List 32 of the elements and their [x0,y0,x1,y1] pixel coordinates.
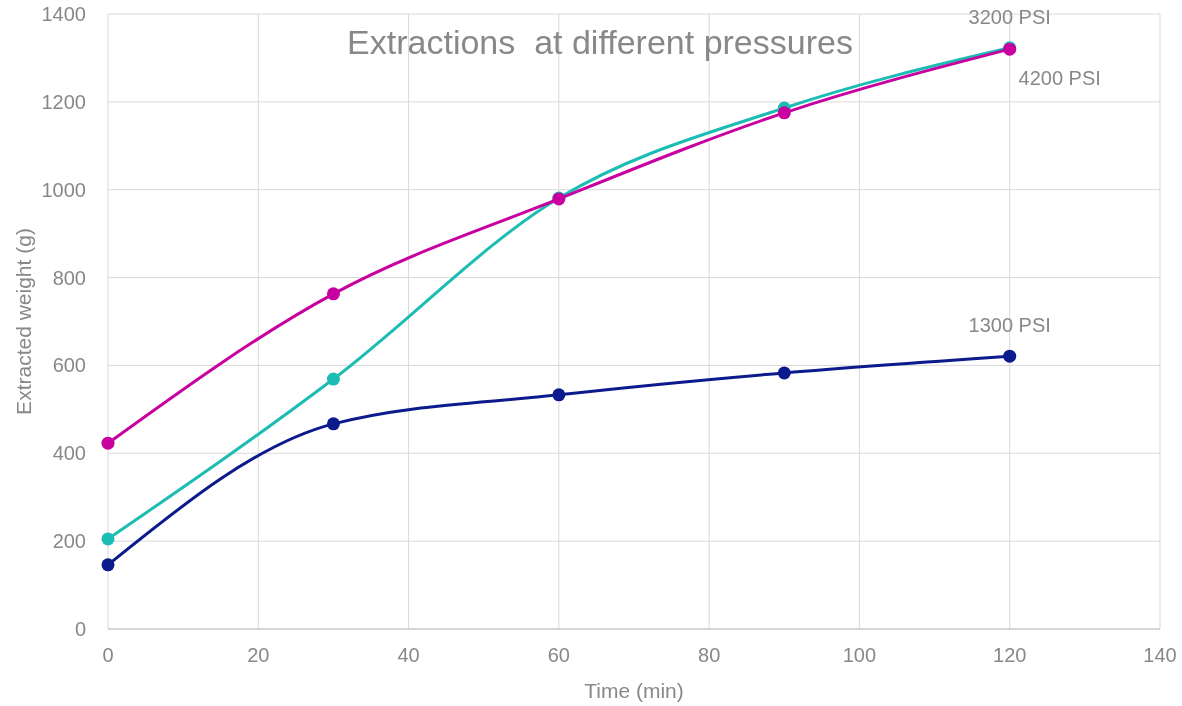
y-tick-label: 0 [74,618,86,640]
point [101,532,115,546]
x-tick-label: 140 [1143,644,1177,666]
y-tick-label: 600 [52,354,86,377]
x-tick-label: 60 [547,644,570,666]
point [326,287,340,301]
y-tick-label: 200 [52,530,86,553]
y-tick-label: 800 [52,266,86,289]
point [777,106,791,120]
y-axis-title: Extracted weight (g) [12,228,35,415]
series-label: 1300 PSI [968,314,1051,337]
x-tick-label: 120 [993,644,1027,666]
x-tick-label: 100 [842,644,877,666]
point [101,436,115,450]
y-tick-label: 1200 [41,90,86,113]
y-tick-label: 400 [52,442,86,465]
y-tick-label: 1000 [41,178,86,201]
point [1003,349,1017,363]
point [326,372,340,386]
x-tick-label: 80 [698,644,721,666]
series-label: 3200 PSI [968,5,1051,28]
x-tick-label: 0 [102,644,114,666]
x-axis-title: Time (min) [584,679,684,702]
point [326,417,340,431]
point [552,388,566,402]
point [101,558,115,572]
point [777,366,791,380]
x-tick-label: 40 [397,644,420,666]
chart-title: Extractions at different pressures [347,23,853,61]
y-tick-label: 1400 [41,3,86,25]
series-label: 4200 PSI [1018,67,1101,90]
x-tick-label: 20 [247,644,270,666]
